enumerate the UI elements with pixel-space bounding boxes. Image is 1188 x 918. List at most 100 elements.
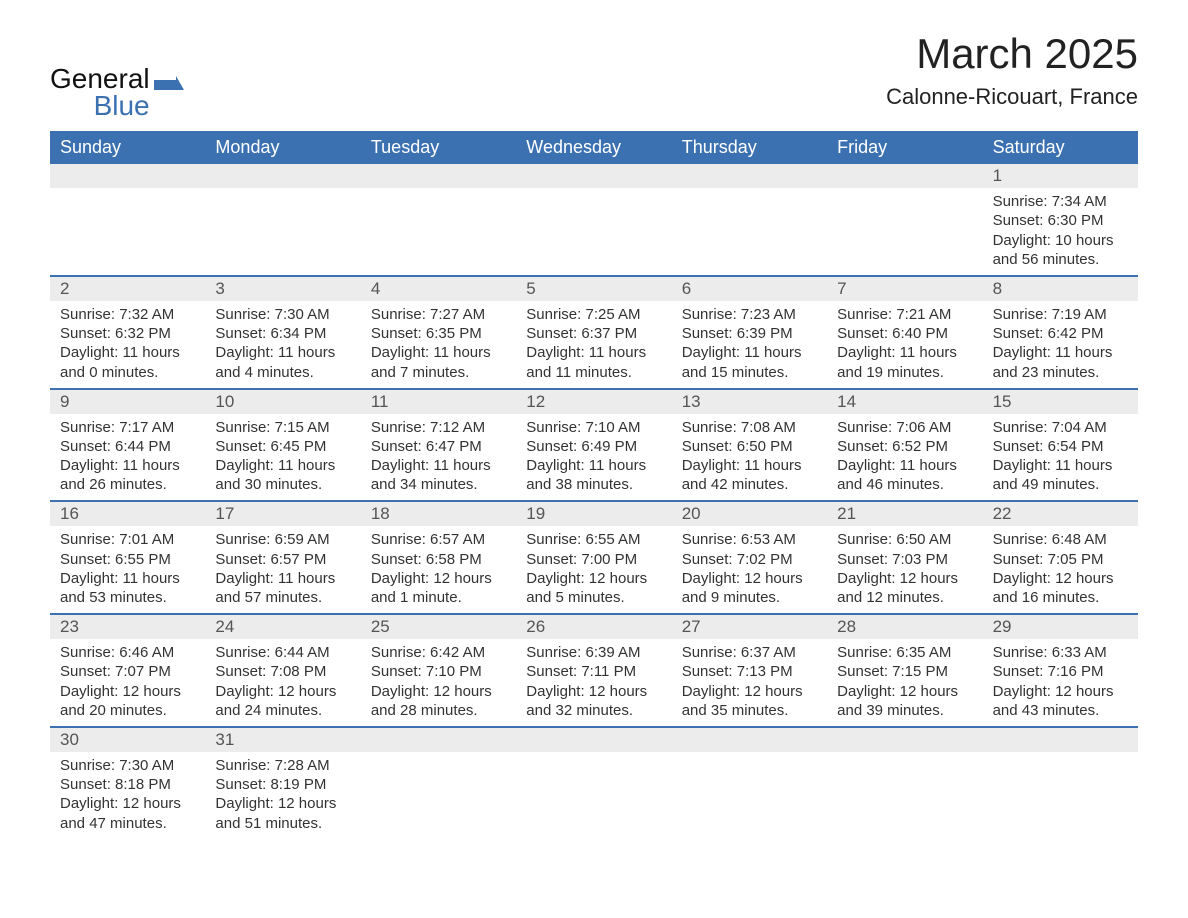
daynum-cell: 1 <box>983 164 1138 188</box>
daynum-cell <box>361 164 516 188</box>
daylight-line-2: and 57 minutes. <box>215 588 350 607</box>
sunset-line: Sunset: 8:18 PM <box>60 775 195 794</box>
daynum-cell: 15 <box>983 390 1138 414</box>
week-block: 2345678Sunrise: 7:32 AMSunset: 6:32 PMDa… <box>50 275 1138 388</box>
calendar: Sunday Monday Tuesday Wednesday Thursday… <box>50 131 1138 839</box>
day-cell <box>50 188 205 275</box>
day-cell: Sunrise: 7:25 AMSunset: 6:37 PMDaylight:… <box>516 301 671 388</box>
title-month: March 2025 <box>886 30 1138 78</box>
title-block: March 2025 Calonne-Ricouart, France <box>886 30 1138 110</box>
daynum-row: 9101112131415 <box>50 390 1138 414</box>
sunrise-line: Sunrise: 7:21 AM <box>837 305 972 324</box>
daylight-line-1: Daylight: 11 hours <box>993 343 1128 362</box>
daylight-line-2: and 51 minutes. <box>215 814 350 833</box>
sunset-line: Sunset: 6:40 PM <box>837 324 972 343</box>
sunrise-line: Sunrise: 6:44 AM <box>215 643 350 662</box>
day-header-row: Sunday Monday Tuesday Wednesday Thursday… <box>50 131 1138 164</box>
daynum-cell: 10 <box>205 390 360 414</box>
daylight-line-1: Daylight: 12 hours <box>60 682 195 701</box>
sunrise-line: Sunrise: 6:53 AM <box>682 530 817 549</box>
sunset-line: Sunset: 7:03 PM <box>837 550 972 569</box>
sunrise-line: Sunrise: 6:33 AM <box>993 643 1128 662</box>
daylight-line-1: Daylight: 12 hours <box>371 682 506 701</box>
day-cell: Sunrise: 7:12 AMSunset: 6:47 PMDaylight:… <box>361 414 516 501</box>
sunset-line: Sunset: 6:45 PM <box>215 437 350 456</box>
day-cell <box>672 188 827 275</box>
day-cell: Sunrise: 6:53 AMSunset: 7:02 PMDaylight:… <box>672 526 827 613</box>
body-row: Sunrise: 6:46 AMSunset: 7:07 PMDaylight:… <box>50 639 1138 726</box>
sunrise-line: Sunrise: 7:32 AM <box>60 305 195 324</box>
week-block: 23242526272829Sunrise: 6:46 AMSunset: 7:… <box>50 613 1138 726</box>
daylight-line-2: and 9 minutes. <box>682 588 817 607</box>
day-header-cell: Monday <box>205 131 360 164</box>
day-cell <box>516 752 671 839</box>
sunset-line: Sunset: 7:07 PM <box>60 662 195 681</box>
sunset-line: Sunset: 7:10 PM <box>371 662 506 681</box>
sunset-line: Sunset: 6:35 PM <box>371 324 506 343</box>
daylight-line-1: Daylight: 12 hours <box>371 569 506 588</box>
sunset-line: Sunset: 7:05 PM <box>993 550 1128 569</box>
sunrise-line: Sunrise: 7:23 AM <box>682 305 817 324</box>
daylight-line-1: Daylight: 12 hours <box>526 569 661 588</box>
body-row: Sunrise: 7:30 AMSunset: 8:18 PMDaylight:… <box>50 752 1138 839</box>
daynum-cell <box>50 164 205 188</box>
daylight-line-1: Daylight: 12 hours <box>837 682 972 701</box>
sunset-line: Sunset: 6:49 PM <box>526 437 661 456</box>
daylight-line-1: Daylight: 12 hours <box>837 569 972 588</box>
sunrise-line: Sunrise: 7:34 AM <box>993 192 1128 211</box>
day-cell: Sunrise: 6:42 AMSunset: 7:10 PMDaylight:… <box>361 639 516 726</box>
day-cell: Sunrise: 7:01 AMSunset: 6:55 PMDaylight:… <box>50 526 205 613</box>
sunrise-line: Sunrise: 6:55 AM <box>526 530 661 549</box>
day-cell <box>827 188 982 275</box>
daylight-line-2: and 20 minutes. <box>60 701 195 720</box>
sunset-line: Sunset: 6:39 PM <box>682 324 817 343</box>
daylight-line-1: Daylight: 12 hours <box>682 682 817 701</box>
day-cell: Sunrise: 7:19 AMSunset: 6:42 PMDaylight:… <box>983 301 1138 388</box>
sunset-line: Sunset: 8:19 PM <box>215 775 350 794</box>
daynum-cell: 7 <box>827 277 982 301</box>
daylight-line-1: Daylight: 11 hours <box>60 343 195 362</box>
sunrise-line: Sunrise: 6:42 AM <box>371 643 506 662</box>
day-cell: Sunrise: 6:57 AMSunset: 6:58 PMDaylight:… <box>361 526 516 613</box>
title-location: Calonne-Ricouart, France <box>886 84 1138 110</box>
daylight-line-2: and 4 minutes. <box>215 363 350 382</box>
sunrise-line: Sunrise: 7:12 AM <box>371 418 506 437</box>
daylight-line-2: and 7 minutes. <box>371 363 506 382</box>
daynum-cell <box>516 164 671 188</box>
body-row: Sunrise: 7:32 AMSunset: 6:32 PMDaylight:… <box>50 301 1138 388</box>
daylight-line-1: Daylight: 11 hours <box>371 343 506 362</box>
daylight-line-1: Daylight: 11 hours <box>60 569 195 588</box>
day-cell: Sunrise: 7:15 AMSunset: 6:45 PMDaylight:… <box>205 414 360 501</box>
daynum-cell: 31 <box>205 728 360 752</box>
daynum-cell: 24 <box>205 615 360 639</box>
day-cell <box>516 188 671 275</box>
sunset-line: Sunset: 6:44 PM <box>60 437 195 456</box>
sunrise-line: Sunrise: 7:19 AM <box>993 305 1128 324</box>
daylight-line-2: and 49 minutes. <box>993 475 1128 494</box>
daynum-row: 23242526272829 <box>50 615 1138 639</box>
daynum-cell: 21 <box>827 502 982 526</box>
day-cell: Sunrise: 6:50 AMSunset: 7:03 PMDaylight:… <box>827 526 982 613</box>
daynum-cell: 26 <box>516 615 671 639</box>
sunset-line: Sunset: 6:42 PM <box>993 324 1128 343</box>
sunrise-line: Sunrise: 6:57 AM <box>371 530 506 549</box>
sunset-line: Sunset: 6:32 PM <box>60 324 195 343</box>
week-block: 9101112131415Sunrise: 7:17 AMSunset: 6:4… <box>50 388 1138 501</box>
daylight-line-1: Daylight: 10 hours <box>993 231 1128 250</box>
day-cell: Sunrise: 6:39 AMSunset: 7:11 PMDaylight:… <box>516 639 671 726</box>
day-cell: Sunrise: 6:33 AMSunset: 7:16 PMDaylight:… <box>983 639 1138 726</box>
sunrise-line: Sunrise: 7:17 AM <box>60 418 195 437</box>
daylight-line-1: Daylight: 12 hours <box>60 794 195 813</box>
sunset-line: Sunset: 7:11 PM <box>526 662 661 681</box>
sunrise-line: Sunrise: 6:37 AM <box>682 643 817 662</box>
day-cell: Sunrise: 6:55 AMSunset: 7:00 PMDaylight:… <box>516 526 671 613</box>
daylight-line-1: Daylight: 12 hours <box>682 569 817 588</box>
day-cell: Sunrise: 7:06 AMSunset: 6:52 PMDaylight:… <box>827 414 982 501</box>
daynum-row: 16171819202122 <box>50 502 1138 526</box>
day-cell: Sunrise: 7:23 AMSunset: 6:39 PMDaylight:… <box>672 301 827 388</box>
daynum-cell: 9 <box>50 390 205 414</box>
daylight-line-2: and 38 minutes. <box>526 475 661 494</box>
day-cell <box>361 752 516 839</box>
daynum-cell: 23 <box>50 615 205 639</box>
brand-name-bottom: Blue <box>50 93 150 120</box>
